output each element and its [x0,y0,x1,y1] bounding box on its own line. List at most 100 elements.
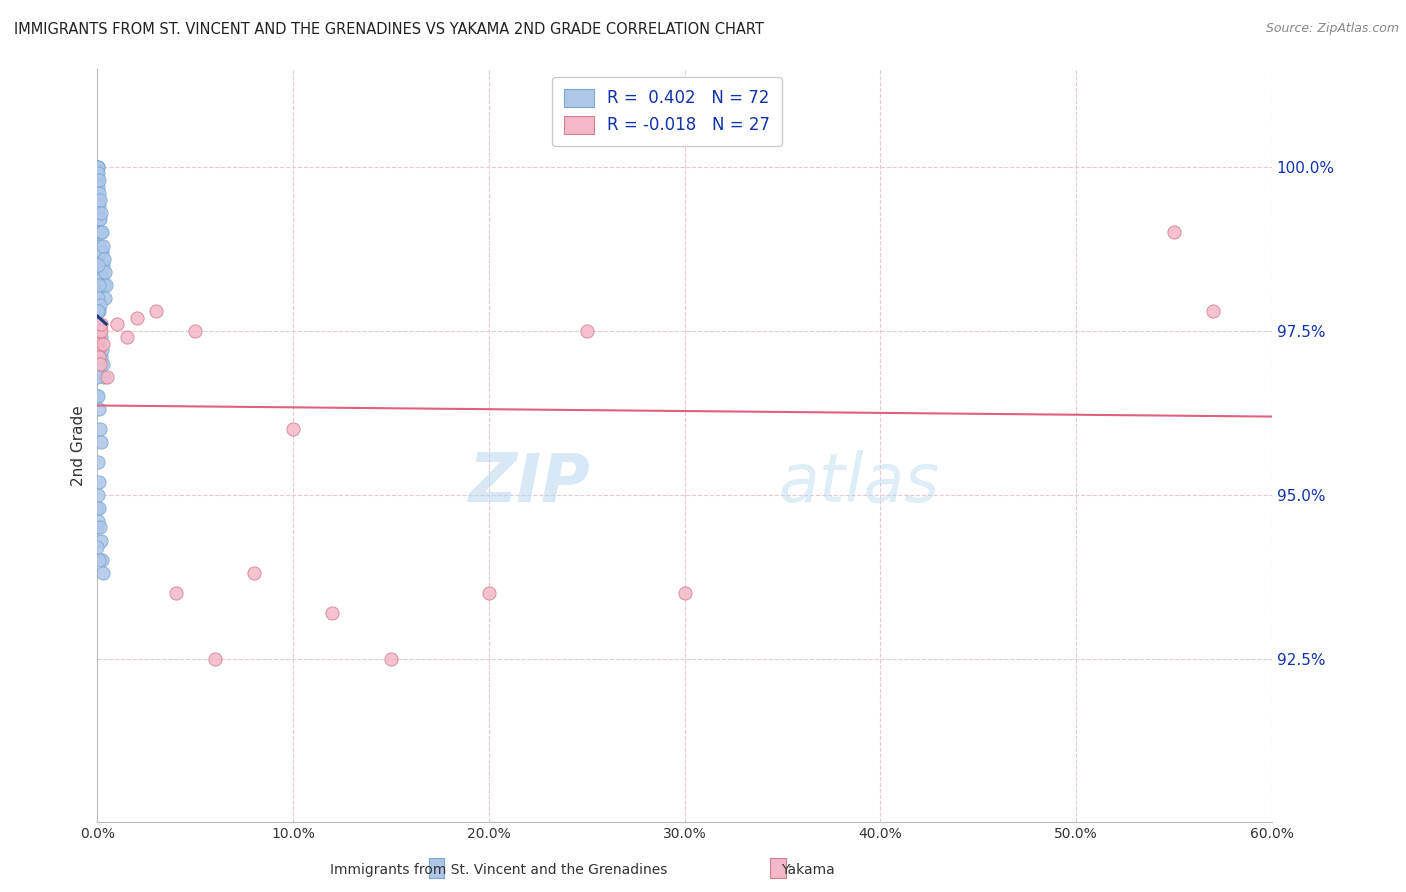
Point [91,337,114,351]
Point [87,389,110,403]
Point [90,317,112,331]
Point [89,357,111,371]
Point [321,606,343,620]
Point [96,369,118,384]
Text: Immigrants from St. Vincent and the Grenadines: Immigrants from St. Vincent and the Gren… [330,863,668,877]
Point [1163,226,1185,240]
Point [93,369,115,384]
Point [91,343,114,358]
Point [87,206,110,220]
Point [243,566,266,581]
Point [89,193,111,207]
Point [165,586,187,600]
Point [87,330,110,344]
Point [87,291,110,305]
Point [87,258,110,272]
Point [86,500,108,515]
Point [87,160,110,174]
Point [478,586,501,600]
Point [91,258,114,272]
Y-axis label: 2nd Grade: 2nd Grade [72,405,86,486]
Point [86,540,108,554]
Text: Source: ZipAtlas.com: Source: ZipAtlas.com [1265,22,1399,36]
Point [89,238,111,252]
Point [89,212,111,227]
Point [89,304,111,318]
Point [184,324,207,338]
Point [89,350,111,364]
Point [89,402,111,417]
Point [89,324,111,338]
Point [87,160,110,174]
Point [90,533,112,548]
Text: IMMIGRANTS FROM ST. VINCENT AND THE GRENADINES VS YAKAMA 2ND GRADE CORRELATION C: IMMIGRANTS FROM ST. VINCENT AND THE GREN… [14,22,763,37]
Legend: R =  0.402   N = 72, R = -0.018   N = 27: R = 0.402 N = 72, R = -0.018 N = 27 [553,77,782,146]
Point [87,488,110,502]
Point [87,324,110,338]
Point [673,586,696,600]
Point [380,651,402,665]
Point [86,337,108,351]
Point [87,179,110,194]
Point [89,500,111,515]
Point [89,212,111,227]
Point [86,324,108,338]
Point [90,206,112,220]
Point [125,310,148,325]
Point [90,226,112,240]
Point [90,245,112,260]
Point [93,252,115,266]
Point [87,193,110,207]
Point [91,357,114,371]
Point [91,245,114,260]
Point [89,186,111,200]
Point [89,324,111,338]
Point [91,566,114,581]
Point [86,160,108,174]
Text: atlas: atlas [779,450,939,516]
Point [281,422,304,436]
Point [89,475,111,489]
Point [90,435,112,450]
Point [90,350,112,364]
Point [91,271,114,285]
Point [145,304,167,318]
Point [575,324,598,338]
Point [89,297,111,311]
Point [86,160,108,174]
Point [91,226,114,240]
Point [87,343,110,358]
Point [93,277,115,292]
Point [87,514,110,528]
Point [96,277,118,292]
Point [86,317,108,331]
Point [94,265,117,279]
Point [89,317,111,331]
Point [91,553,114,567]
Point [89,520,111,534]
Text: ZIP: ZIP [468,450,591,516]
Point [89,226,111,240]
Point [89,422,111,436]
Point [90,330,112,344]
Text: Yakama: Yakama [782,863,835,877]
Point [86,304,108,318]
Point [204,651,226,665]
Point [86,166,108,180]
Point [89,337,111,351]
Point [90,324,112,338]
Point [91,238,114,252]
Point [89,226,111,240]
Point [86,520,108,534]
Point [89,199,111,213]
Point [86,160,108,174]
Point [87,455,110,469]
Point [105,317,128,331]
Point [115,330,138,344]
Point [1202,304,1225,318]
Point [87,324,110,338]
Point [90,265,112,279]
Point [89,277,111,292]
Point [91,277,114,292]
Point [86,369,108,384]
